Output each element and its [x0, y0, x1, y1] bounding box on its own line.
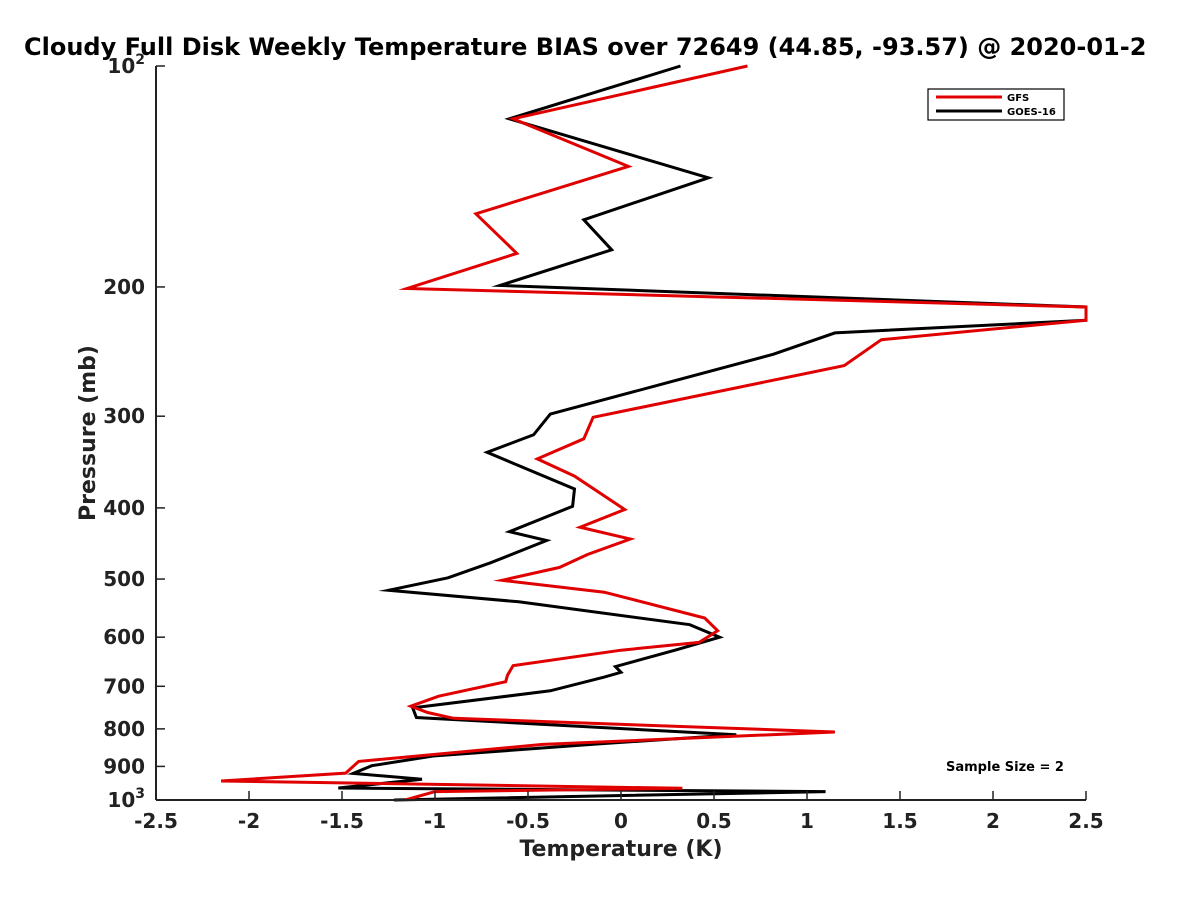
x-tick-label: 0: [614, 809, 628, 833]
x-tick-label: -1.5: [320, 809, 364, 833]
y-tick-label: 200: [103, 275, 145, 299]
y-tick-label: 700: [103, 674, 145, 698]
legend: GFS GOES-16: [927, 88, 1065, 121]
x-tick-label: -1: [424, 809, 446, 833]
y-tick-label: 102: [107, 52, 145, 78]
y-tick-label: 800: [103, 717, 145, 741]
sample-size-annotation: Sample Size = 2: [946, 760, 1064, 775]
y-tick-label: 400: [103, 496, 145, 520]
x-tick-label: 1: [800, 809, 814, 833]
legend-label-gfs: GFS: [1007, 93, 1029, 104]
series-layer: [221, 64, 1088, 802]
x-tick-label: 2.5: [1068, 809, 1103, 833]
legend-label-goes-16: GOES-16: [1007, 107, 1056, 118]
legend-box: [927, 88, 1065, 121]
y-axis-label: Pressure (mb): [76, 345, 101, 521]
x-tick-label: -2.5: [134, 809, 178, 833]
y-tick-label: 900: [103, 754, 145, 778]
x-tick-label: 0.5: [696, 809, 731, 833]
axes-layer: [155, 66, 1086, 801]
y-tick-label: 300: [103, 404, 145, 428]
series-line-gfs: [221, 64, 1088, 802]
x-axis-label: Temperature (K): [519, 837, 722, 862]
x-tick-label: -0.5: [506, 809, 550, 833]
x-tick-label: 1.5: [882, 809, 917, 833]
y-tick-label: 103: [107, 786, 145, 812]
series-line-goes-16: [338, 64, 1088, 802]
x-tick-label: -2: [238, 809, 260, 833]
y-tick-label: 500: [103, 567, 145, 591]
x-tick-label: 2: [986, 809, 1000, 833]
ticks-layer: -2.5 -2 -1.5 -1 -0.5 0 0.5 1 1.5 2 2.5 102 200 300 400…: [103, 52, 1103, 833]
y-tick-label: 600: [103, 625, 145, 649]
chart-title: Cloudy Full Disk Weekly Temperature BIAS…: [24, 33, 1146, 61]
